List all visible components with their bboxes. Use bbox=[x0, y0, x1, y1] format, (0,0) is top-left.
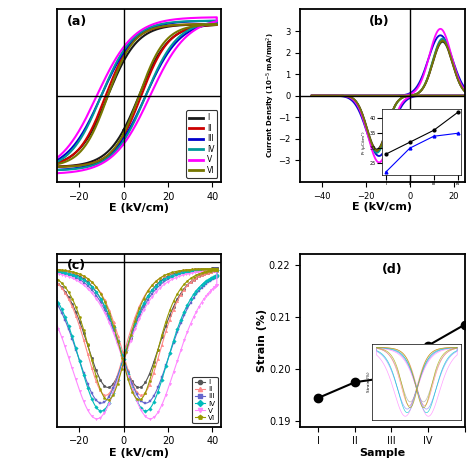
Y-axis label: Current Density (10$^{-5}$ mA/mm$^2$): Current Density (10$^{-5}$ mA/mm$^2$) bbox=[264, 33, 277, 158]
Text: (c): (c) bbox=[67, 259, 86, 273]
Text: (d): (d) bbox=[383, 263, 403, 276]
X-axis label: Sample: Sample bbox=[359, 448, 405, 458]
Text: (b): (b) bbox=[369, 15, 390, 27]
X-axis label: E (kV/cm): E (kV/cm) bbox=[109, 203, 169, 213]
X-axis label: E (kV/cm): E (kV/cm) bbox=[352, 202, 412, 212]
Text: (a): (a) bbox=[67, 15, 87, 27]
Y-axis label: Strain (%): Strain (%) bbox=[257, 309, 267, 372]
X-axis label: E (kV/cm): E (kV/cm) bbox=[109, 448, 169, 458]
Legend: I, II, III, IV, V, VI: I, II, III, IV, V, VI bbox=[192, 377, 218, 423]
Legend: I, II, III, IV, V, VI: I, II, III, IV, V, VI bbox=[186, 110, 218, 178]
